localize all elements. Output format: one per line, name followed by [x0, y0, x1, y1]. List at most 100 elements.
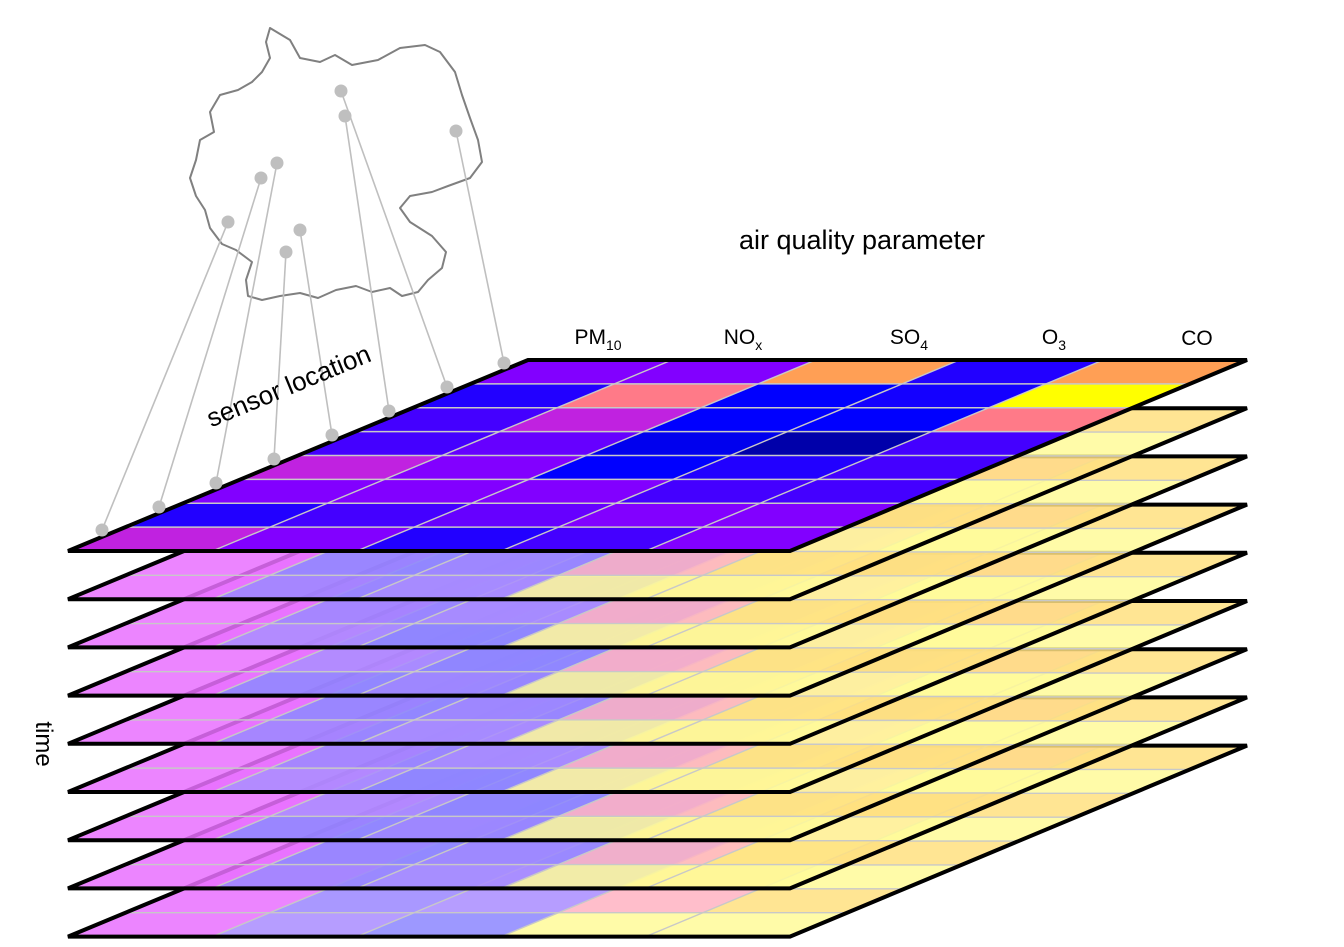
- data-cell: [874, 431, 1076, 456]
- time-axis-label: time: [30, 721, 57, 766]
- data-cell: [183, 479, 385, 504]
- data-cell: [645, 816, 848, 841]
- data-cell: [68, 575, 270, 600]
- data-cell: [414, 888, 616, 913]
- sensor-axis-label: sensor location: [202, 338, 375, 433]
- sensor-edge-point: [267, 452, 281, 466]
- data-cell: [68, 527, 270, 551]
- data-cell: [558, 840, 760, 865]
- data-cell: [68, 671, 270, 696]
- figure-title: air quality parameter: [739, 225, 985, 255]
- data-cell: [125, 647, 328, 672]
- param-label-o3: O3: [1042, 326, 1066, 353]
- data-cell: [414, 551, 616, 576]
- sensor-map-point: [221, 215, 235, 229]
- data-cell: [269, 888, 472, 913]
- data-cell: [730, 431, 932, 456]
- data-cell: [471, 479, 673, 504]
- data-cell: [414, 744, 616, 769]
- data-cell: [356, 768, 559, 792]
- data-cell: [645, 671, 848, 696]
- data-cell: [702, 599, 905, 624]
- data-cell: [212, 768, 415, 792]
- data-cell: [702, 551, 905, 576]
- data-cell: [615, 479, 818, 504]
- data-cell: [931, 407, 1133, 432]
- sensor-map-point: [338, 109, 352, 123]
- data-cell: [586, 431, 788, 456]
- sensor-map-point: [254, 171, 268, 185]
- data-cell: [844, 383, 1046, 408]
- germany-map: [189, 27, 483, 301]
- sensor-map-point: [449, 124, 463, 138]
- data-cell: [558, 647, 760, 672]
- data-cell: [240, 455, 443, 480]
- data-cell: [414, 503, 616, 528]
- data-cell: [558, 551, 760, 576]
- sensor-map-point: [334, 84, 348, 98]
- grid-line: [645, 359, 1104, 552]
- data-cell: [558, 599, 760, 624]
- data-cell: [558, 888, 760, 913]
- data-cell: [212, 575, 415, 600]
- layer-cells: [68, 360, 1247, 551]
- sensor-edge-point: [209, 476, 223, 490]
- sensor-points: [95, 84, 511, 537]
- data-cell: [125, 696, 328, 720]
- param-label-so4: SO4: [890, 326, 928, 353]
- data-cell: [269, 599, 472, 624]
- data-cell: [556, 383, 759, 408]
- data-cell: [645, 623, 848, 648]
- data-cell: [501, 527, 703, 551]
- data-cell: [614, 360, 816, 384]
- data-cell: [645, 719, 848, 744]
- data-cell: [414, 599, 616, 624]
- sensor-edge-point: [325, 428, 339, 442]
- data-cell: [327, 479, 529, 504]
- data-cell: [702, 696, 905, 720]
- data-cell: [125, 792, 328, 817]
- data-cell: [902, 360, 1104, 384]
- data-cell: [68, 623, 270, 648]
- sensor-leader-lines: [101, 90, 505, 531]
- data-cell: [1046, 360, 1247, 384]
- data-cell: [673, 455, 875, 480]
- sensor-edge-point: [95, 523, 109, 537]
- data-cell: [645, 527, 848, 551]
- grid-line: [212, 359, 673, 552]
- data-cell: [356, 575, 559, 600]
- data-cell: [470, 360, 672, 384]
- data-cell: [414, 696, 616, 720]
- data-cell: [269, 696, 472, 720]
- data-cell: [528, 455, 731, 480]
- data-cell: [68, 912, 270, 937]
- data-cell: [356, 816, 559, 841]
- data-cell: [501, 575, 703, 600]
- data-cell: [125, 503, 328, 528]
- data-cell: [414, 792, 616, 817]
- data-cell: [645, 575, 848, 600]
- data-cell: [501, 623, 703, 648]
- data-cell: [499, 407, 701, 432]
- germany-outline: [189, 27, 483, 301]
- sensor-map-point: [293, 223, 307, 237]
- data-cell: [414, 647, 616, 672]
- leader-line: [273, 251, 287, 460]
- sensor-map-point: [270, 156, 284, 170]
- data-cell: [414, 840, 616, 865]
- data-cell: [68, 768, 270, 792]
- data-cell: [68, 816, 270, 841]
- data-cell: [558, 744, 760, 769]
- data-cell: [356, 912, 559, 937]
- data-cell: [558, 503, 760, 528]
- leader-line: [340, 90, 448, 388]
- data-cell: [212, 816, 415, 841]
- data-cell: [645, 864, 848, 889]
- grid-line: [356, 359, 816, 552]
- data-cell: [501, 719, 703, 744]
- param-label-nox: NOx: [724, 326, 763, 353]
- data-cell: [125, 599, 328, 624]
- data-cell: [356, 527, 559, 551]
- sensor-edge-point: [440, 380, 454, 394]
- layer-outline: [67, 358, 1248, 553]
